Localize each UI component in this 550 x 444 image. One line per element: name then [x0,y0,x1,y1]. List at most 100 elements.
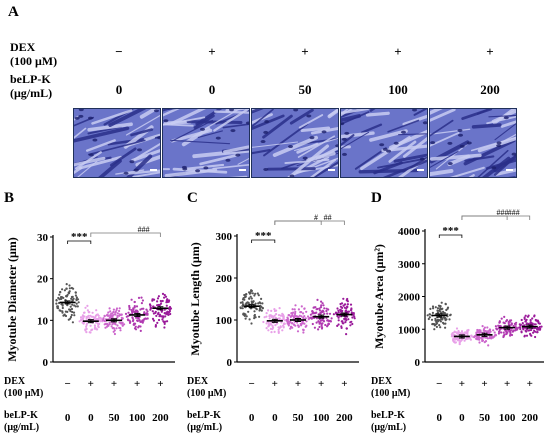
data-point [152,319,155,322]
data-point [65,295,68,298]
data-point [126,318,129,321]
data-point [443,316,446,319]
belp-value: 50 [293,412,305,424]
data-point [94,316,97,319]
data-point [241,307,244,310]
data-point [497,332,500,335]
chart-b: B 0 10 20 30 Myotube Diameter (μm) *** ### DEX(1… [4,190,175,433]
data-point [296,330,300,333]
data-point [156,300,159,303]
data-point [323,307,326,310]
data-point [156,304,159,307]
data-point [72,311,76,314]
data-point [316,307,319,311]
data-point [160,300,163,303]
data-point [520,331,523,334]
data-point [83,311,86,314]
data-point [489,328,492,332]
data-point [151,317,155,320]
data-point [322,320,326,323]
data-point [85,323,88,327]
data-point [82,317,85,320]
dex-sign: + [527,378,533,390]
data-point [102,319,105,322]
data-point [85,331,88,334]
data-point [339,308,342,311]
data-point [281,329,284,332]
data-point [320,324,323,327]
data-point [515,321,518,324]
data-point [505,319,509,322]
data-point [130,298,133,301]
data-point [451,334,454,337]
data-point [302,328,305,332]
data-point [525,322,529,325]
data-point [267,325,270,328]
belp-value: 200 [521,412,538,424]
y-tick-label: 1000 [398,324,421,336]
data-point [291,322,294,325]
data-point [116,312,119,315]
belp-value: 50 [479,412,491,424]
comparison-label: ### [138,225,150,234]
data-point [77,301,80,304]
y-tick-label: 4000 [398,226,421,238]
data-point [116,316,119,319]
data-point [244,317,247,320]
data-point [74,294,77,297]
data-point [260,305,263,308]
data-point [261,307,264,310]
data-point [502,331,505,334]
data-point [250,290,253,293]
data-point [530,328,533,332]
data-point [319,306,323,309]
data-point [340,326,343,329]
dex-label: DEX (100 μM) [10,40,57,68]
data-point [346,297,349,301]
data-point [454,341,457,344]
data-point [353,315,356,318]
data-point [267,329,270,332]
y-tick-label: 0 [415,357,421,369]
data-point [346,300,349,303]
data-point [337,319,340,322]
dex-sign: + [341,378,347,390]
data-point [166,300,169,304]
data-point [426,314,429,317]
data-point [453,340,456,344]
data-point [115,327,118,330]
belp-row-label: (μg/mL) [4,422,39,433]
data-point [318,309,321,312]
data-point [89,324,92,327]
data-point [533,329,536,332]
data-point [349,309,353,312]
data-point [166,320,169,323]
data-point [113,313,116,316]
data-point [58,309,61,312]
dex-sign: + [504,378,510,390]
data-point [134,325,137,328]
data-point [133,305,136,308]
data-point [270,309,273,312]
data-point [161,315,164,318]
data-point [441,321,445,324]
dex-sign: − [436,378,442,390]
data-point [244,303,247,306]
data-point [124,312,128,315]
data-point [115,309,118,312]
data-point [107,324,110,327]
data-point [499,325,502,328]
data-point [60,297,63,300]
data-point [519,327,522,331]
data-point [164,315,167,318]
data-point [512,324,515,328]
data-point [109,314,112,317]
data-point [69,305,72,308]
data-point [157,318,161,322]
data-point [140,296,143,299]
data-point [336,324,339,327]
y-tick-label: 300 [216,231,233,243]
data-point [328,320,331,323]
data-point [261,302,264,305]
data-point [135,309,139,312]
